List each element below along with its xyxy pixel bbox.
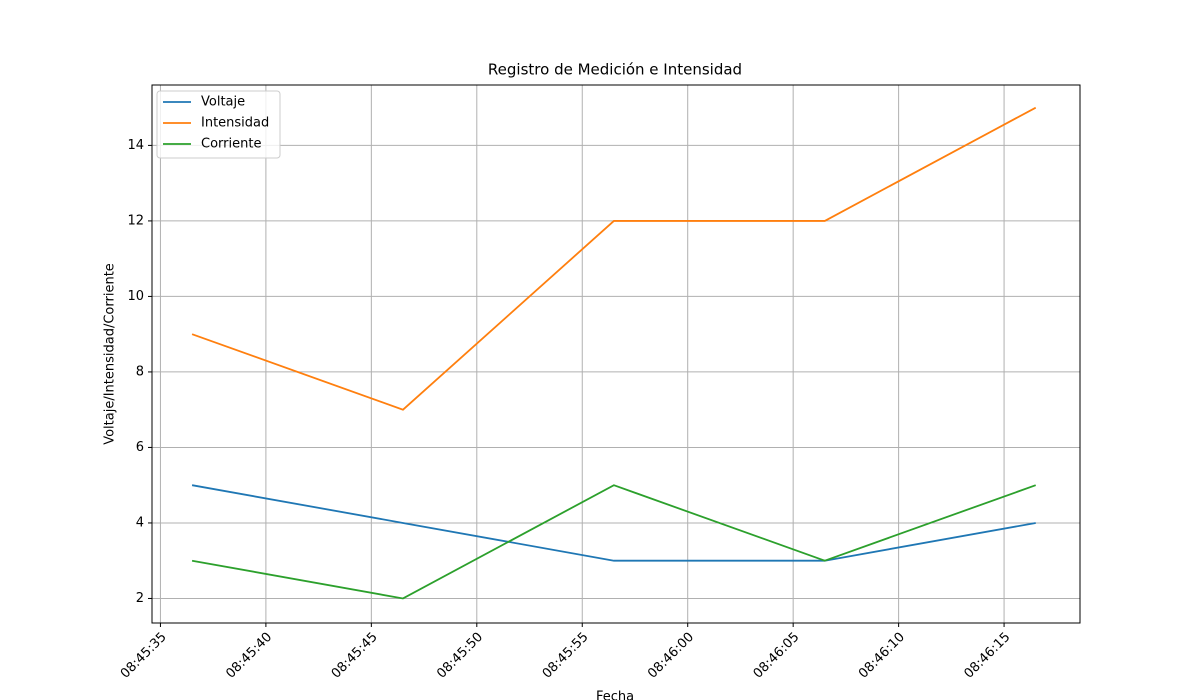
y-tick-label: 4 — [136, 515, 144, 530]
legend: Voltaje Intensidad Corriente — [156, 90, 281, 159]
x-tick-label: 08:46:10 — [856, 630, 908, 682]
x-tick-label: 08:45:40 — [223, 630, 275, 682]
y-tick-label: 10 — [127, 289, 144, 304]
plot-frame — [151, 84, 1081, 624]
y-tick-label: 2 — [136, 591, 144, 606]
legend-label: Intensidad — [201, 116, 269, 131]
chart-title: Registro de Medición e Intensidad — [488, 61, 742, 79]
y-tick-label: 8 — [136, 364, 144, 379]
y-tick-label: 6 — [136, 440, 144, 455]
series-line — [191, 484, 1037, 600]
x-tick-label: 08:46:05 — [751, 630, 803, 682]
x-tick-label: 08:45:50 — [434, 630, 486, 682]
x-tick-label: 08:46:15 — [961, 630, 1013, 682]
x-tick-label: 08:45:45 — [329, 630, 381, 682]
legend-box — [156, 90, 281, 159]
y-tick-label: 14 — [127, 138, 144, 153]
legend-label: Corriente — [201, 137, 261, 152]
x-tick-label: 08:46:00 — [645, 630, 697, 682]
legend-label: Voltaje — [201, 95, 245, 110]
y-axis-label: Voltaje/Intensidad/Corriente — [103, 263, 118, 445]
y-tick-label: 12 — [127, 213, 144, 228]
series-line — [191, 106, 1037, 411]
series-line — [191, 484, 1036, 562]
x-tick-label: 08:45:55 — [540, 630, 592, 682]
x-axis-label: Fecha — [596, 690, 634, 700]
x-tick-label: 08:45:35 — [118, 630, 170, 682]
